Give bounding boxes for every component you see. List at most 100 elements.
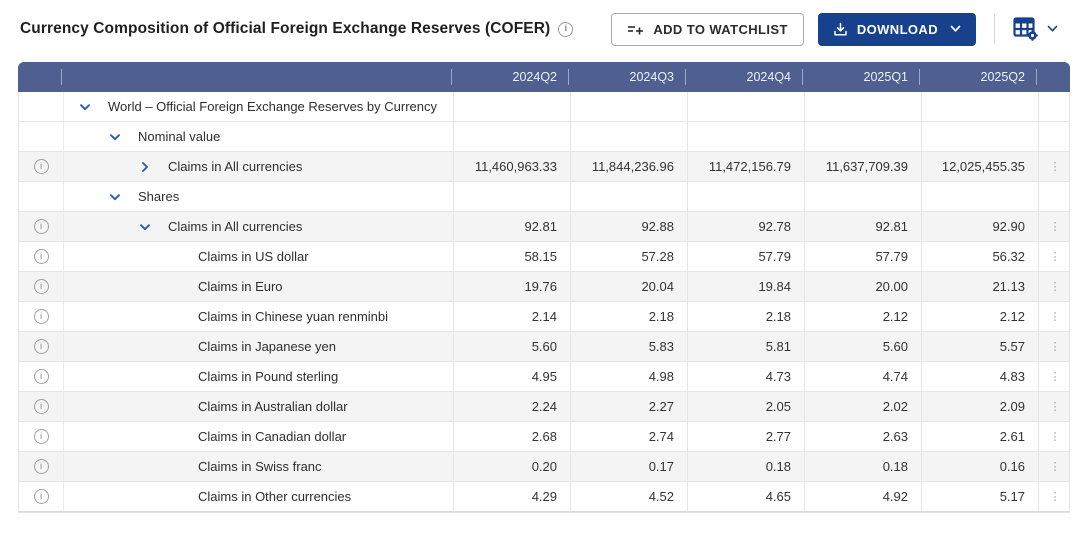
row-value-cell: 0.18 <box>687 452 804 481</box>
kebab-menu-icon[interactable]: ⋮ <box>1050 430 1061 443</box>
kebab-menu-icon[interactable]: ⋮ <box>1050 310 1061 323</box>
kebab-menu-icon[interactable]: ⋮ <box>1050 250 1061 263</box>
chevron-down-icon[interactable] <box>108 130 122 144</box>
row-actions-cell: ⋮ <box>1038 152 1071 181</box>
row-actions-cell <box>1038 182 1071 211</box>
row-label-cell: Claims in Other currencies <box>63 482 453 511</box>
kebab-menu-icon[interactable]: ⋮ <box>1050 220 1061 233</box>
info-icon[interactable]: i <box>34 369 49 384</box>
row-label-cell: World – Official Foreign Exchange Reserv… <box>63 92 453 121</box>
row-label-cell: Claims in Chinese yuan renminbi <box>63 302 453 331</box>
row-actions-cell: ⋮ <box>1038 242 1071 271</box>
row-value-cell <box>804 182 921 211</box>
table-row: iClaims in US dollar58.1557.2857.7957.79… <box>19 242 1069 272</box>
row-value-cell: 2.68 <box>453 422 570 451</box>
kebab-menu-icon[interactable]: ⋮ <box>1050 490 1061 503</box>
row-value-cell: 5.17 <box>921 482 1038 511</box>
chevron-down-icon[interactable] <box>108 190 122 204</box>
info-icon[interactable]: i <box>34 339 49 354</box>
table-header-row: 2024Q22024Q32024Q42025Q12025Q2 <box>18 62 1070 92</box>
info-icon[interactable]: i <box>34 429 49 444</box>
row-value-cell <box>687 182 804 211</box>
row-value-cell: 11,844,236.96 <box>570 152 687 181</box>
download-chevron-down-icon <box>950 25 961 33</box>
row-value-cell: 2.05 <box>687 392 804 421</box>
table-settings-icon <box>1013 17 1040 41</box>
row-label-cell: Shares <box>63 182 453 211</box>
row-value-cell: 11,460,963.33 <box>453 152 570 181</box>
row-label: Claims in US dollar <box>198 249 309 264</box>
row-label: Claims in Euro <box>198 279 283 294</box>
row-value-cell: 4.52 <box>570 482 687 511</box>
kebab-menu-icon[interactable]: ⋮ <box>1050 370 1061 383</box>
row-label-cell: Claims in Japanese yen <box>63 332 453 361</box>
header-cell-quarter: 2025Q2 <box>920 62 1037 92</box>
row-actions-cell: ⋮ <box>1038 302 1071 331</box>
row-value-cell: 2.02 <box>804 392 921 421</box>
row-info-cell <box>19 182 63 211</box>
row-value-cell <box>570 182 687 211</box>
row-label: World – Official Foreign Exchange Reserv… <box>108 99 437 114</box>
row-value-cell <box>804 122 921 151</box>
info-icon[interactable]: i <box>34 279 49 294</box>
row-value-cell: 20.04 <box>570 272 687 301</box>
table-row: iClaims in Other currencies4.294.524.654… <box>19 482 1069 512</box>
info-icon[interactable]: i <box>34 309 49 324</box>
kebab-menu-icon[interactable]: ⋮ <box>1050 160 1061 173</box>
download-button[interactable]: DOWNLOAD <box>818 13 976 46</box>
row-info-cell: i <box>19 422 63 451</box>
info-icon[interactable]: i <box>34 489 49 504</box>
row-value-cell <box>921 122 1038 151</box>
row-value-cell: 2.09 <box>921 392 1038 421</box>
chevron-down-icon[interactable] <box>138 220 152 234</box>
row-label-cell: Claims in Swiss franc <box>63 452 453 481</box>
row-label-cell: Claims in US dollar <box>63 242 453 271</box>
table-row: Nominal value <box>19 122 1069 152</box>
kebab-menu-icon[interactable]: ⋮ <box>1050 400 1061 413</box>
info-icon[interactable]: i <box>34 159 49 174</box>
table-row: iClaims in Pound sterling4.954.984.734.7… <box>19 362 1069 392</box>
info-icon[interactable]: i <box>34 249 49 264</box>
table-row: iClaims in Canadian dollar2.682.742.772.… <box>19 422 1069 452</box>
row-value-cell: 2.77 <box>687 422 804 451</box>
info-icon[interactable]: i <box>34 399 49 414</box>
download-icon <box>833 22 848 37</box>
row-value-cell: 2.12 <box>804 302 921 331</box>
download-button-label: DOWNLOAD <box>857 22 938 37</box>
info-icon[interactable]: i <box>34 219 49 234</box>
row-value-cell: 4.83 <box>921 362 1038 391</box>
row-value-cell: 4.65 <box>687 482 804 511</box>
row-label: Claims in Chinese yuan renminbi <box>198 309 388 324</box>
add-to-watchlist-button[interactable]: ADD TO WATCHLIST <box>611 13 803 46</box>
kebab-menu-icon[interactable]: ⋮ <box>1050 280 1061 293</box>
kebab-menu-icon[interactable]: ⋮ <box>1050 460 1061 473</box>
row-value-cell: 57.28 <box>570 242 687 271</box>
row-value-cell: 2.24 <box>453 392 570 421</box>
header-cell-quarter: 2024Q3 <box>569 62 686 92</box>
row-label: Claims in Swiss franc <box>198 459 322 474</box>
header-cell-actions-column <box>1037 62 1070 92</box>
row-value-cell <box>453 182 570 211</box>
row-label: Claims in All currencies <box>168 219 302 234</box>
row-actions-cell: ⋮ <box>1038 392 1071 421</box>
topbar: Currency Composition of Official Foreign… <box>0 0 1080 58</box>
chevron-down-icon[interactable] <box>78 100 92 114</box>
row-value-cell: 12,025,455.35 <box>921 152 1038 181</box>
row-label-cell: Claims in All currencies <box>63 152 453 181</box>
row-value-cell: 4.95 <box>453 362 570 391</box>
row-value-cell <box>570 92 687 121</box>
row-label: Shares <box>138 189 179 204</box>
title-info-icon[interactable]: i <box>558 22 573 37</box>
kebab-menu-icon[interactable]: ⋮ <box>1050 340 1061 353</box>
row-value-cell: 2.12 <box>921 302 1038 331</box>
table-settings-control[interactable] <box>1013 17 1064 41</box>
row-info-cell: i <box>19 482 63 511</box>
header-cell-info-column <box>18 62 62 92</box>
row-info-cell: i <box>19 452 63 481</box>
header-cell-quarter: 2024Q2 <box>452 62 569 92</box>
row-label-cell: Claims in Pound sterling <box>63 362 453 391</box>
chevron-right-icon[interactable] <box>138 160 152 174</box>
header-cell-series-label <box>62 62 452 92</box>
info-icon[interactable]: i <box>34 459 49 474</box>
row-value-cell: 20.00 <box>804 272 921 301</box>
